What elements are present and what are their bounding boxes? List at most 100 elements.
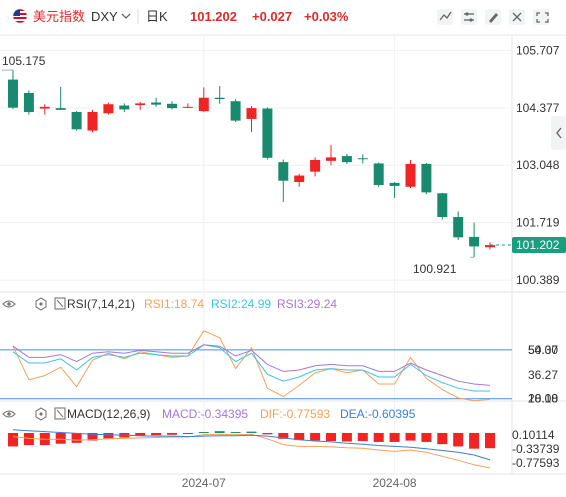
indicator-settings-icon[interactable]: [461, 9, 477, 25]
rsi1-value: RSI1:18.74: [144, 297, 204, 311]
candlestick: [23, 90, 34, 115]
macd-axis: 0.10114-0.33739-0.77593: [512, 428, 560, 470]
eye-icon[interactable]: [2, 300, 16, 308]
price-change: +0.027: [252, 9, 292, 24]
candle-body: [278, 162, 289, 181]
price-tick-label: 100.389: [516, 273, 560, 287]
min-price-label: 100.921: [413, 262, 457, 276]
macd-histogram-bar: [278, 432, 289, 439]
close-icon[interactable]: [54, 407, 66, 420]
chevron-down-icon[interactable]: [121, 13, 131, 19]
macd-histogram-bar: [326, 432, 336, 442]
macd-histogram-bar: [437, 432, 448, 445]
eye-icon[interactable]: [2, 410, 16, 418]
candlestick: [294, 173, 305, 187]
candle-body: [469, 236, 480, 247]
draw-icon[interactable]: [485, 9, 501, 25]
candle-body: [357, 158, 368, 160]
fullscreen-icon[interactable]: [533, 9, 549, 25]
candlestick: [453, 211, 464, 240]
candlestick: [421, 163, 432, 195]
rsi-pane[interactable]: [0, 330, 512, 402]
symbol-name[interactable]: 美元指数: [33, 9, 85, 24]
macd-dif-line: [12, 433, 491, 469]
macd-histogram-bar: [310, 432, 321, 441]
candle-body: [437, 193, 448, 218]
rsi-series-line-1: [12, 330, 491, 402]
candlestick: [167, 101, 177, 110]
price-tick-label: 104.377: [516, 101, 560, 115]
macd-histogram-bar: [151, 432, 162, 436]
gear-icon[interactable]: [35, 407, 47, 421]
time-axis: 2024-07 2024-08: [182, 476, 417, 490]
macd-histogram-bar: [214, 431, 225, 433]
macd-histogram-bar: [135, 432, 146, 437]
macd-histogram-bar: [389, 432, 400, 442]
macd-histogram-bar: [23, 432, 34, 446]
drawing-settings-icon[interactable]: [509, 9, 525, 25]
candlestick: [469, 222, 480, 258]
candlestick: [135, 102, 146, 110]
price-pane[interactable]: [2, 69, 512, 258]
candle-body: [326, 157, 336, 161]
candle-body: [294, 175, 305, 183]
candle-body: [485, 245, 495, 248]
candle-body: [135, 103, 146, 106]
symbol-code[interactable]: DXY: [91, 9, 118, 24]
candle-body: [341, 156, 352, 163]
rsi2-value: RSI2:24.99: [211, 297, 271, 311]
candle-body: [230, 101, 241, 121]
macd-histogram-bar: [262, 432, 273, 435]
rsi-legend: RSI(7,14,21) RSI1:18.74 RSI2:24.99 RSI3:…: [2, 297, 337, 311]
macd-histogram-bar: [469, 432, 480, 449]
gear-icon[interactable]: [35, 297, 47, 311]
candlestick: [437, 192, 448, 220]
price-tick-label: 103.048: [516, 158, 560, 172]
candle-body: [246, 108, 257, 119]
macd-histogram-bar: [341, 432, 352, 442]
close-icon[interactable]: [54, 297, 66, 310]
macd-histogram-bar: [421, 432, 432, 442]
price-tick-label: 101.719: [516, 216, 560, 230]
macd-histogram-bar: [182, 432, 193, 434]
time-tick-label: 2024-08: [373, 476, 417, 490]
candlestick: [310, 157, 321, 177]
max-price-label: 105.175: [2, 54, 46, 68]
candle-body: [453, 217, 464, 238]
macd-title: MACD(12,26,9): [67, 407, 150, 421]
collapse-panel-icon[interactable]: [551, 116, 566, 150]
candlestick: [246, 105, 257, 132]
min-price-marker: 100.921: [413, 262, 457, 276]
candle-body: [87, 112, 98, 131]
candle-body: [214, 97, 225, 100]
interval-selector[interactable]: 日K: [146, 9, 168, 24]
us-flag-icon: [12, 8, 28, 24]
rsi-tick-label: 50.00: [528, 343, 558, 357]
macd-histogram-bar: [453, 432, 464, 447]
macd-histogram-bar: [198, 432, 209, 434]
rsi-tick-label: 20.00: [528, 392, 558, 406]
macd-histogram-bar: [294, 432, 305, 441]
rsi-tick-label: 36.27: [528, 368, 558, 382]
macd-histogram-bar: [230, 432, 241, 434]
candlestick: [214, 86, 225, 104]
price-axis: 105.707 104.377 103.048 101.719 100.389 101.2…: [512, 43, 566, 287]
macd-histogram-bar: [485, 432, 495, 449]
chart-type-icon[interactable]: [437, 9, 453, 25]
time-tick-label: 2024-07: [182, 476, 226, 490]
candle-body: [39, 106, 50, 109]
rsi-title: RSI(7,14,21): [67, 297, 135, 311]
macd-tick-label: 0.10114: [512, 428, 555, 442]
candlestick: [341, 153, 352, 164]
rsi-series-line-3: [12, 344, 491, 386]
macd-pane[interactable]: [8, 429, 495, 469]
macd-histogram-bar: [71, 432, 82, 443]
candlestick: [357, 154, 368, 164]
candle-body: [262, 108, 273, 158]
candlestick: [119, 103, 130, 113]
dif-value: DIF:-0.77593: [260, 407, 330, 421]
candlestick: [326, 144, 336, 166]
